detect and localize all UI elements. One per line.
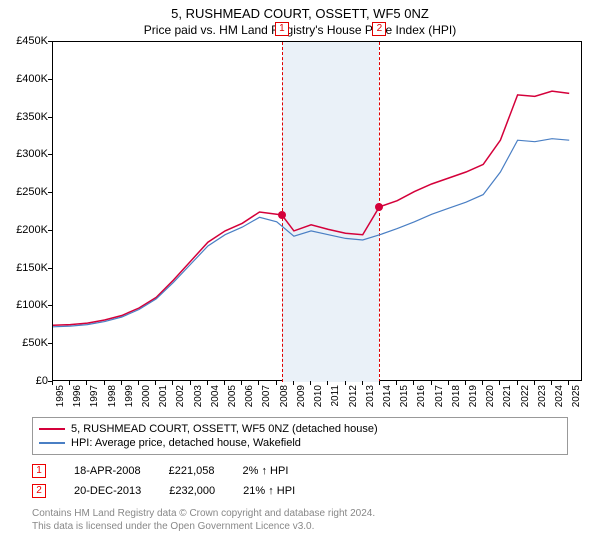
sale-marker-icon: 2 bbox=[32, 484, 46, 498]
sale-delta: 21% ↑ HPI bbox=[243, 485, 295, 497]
x-tick-label: 2001 bbox=[158, 385, 169, 407]
legend-swatch bbox=[39, 442, 65, 444]
event-marker-icon: 2 bbox=[372, 22, 386, 36]
sale-price: £232,000 bbox=[169, 485, 215, 497]
page-title: 5, RUSHMEAD COURT, OSSETT, WF5 0NZ bbox=[0, 0, 600, 21]
x-tick-label: 1996 bbox=[72, 385, 83, 407]
sale-dot-icon bbox=[278, 211, 286, 219]
y-tick-label: £400K bbox=[16, 73, 48, 85]
y-tick-label: £150K bbox=[16, 262, 48, 274]
x-tick-label: 2005 bbox=[227, 385, 238, 407]
y-tick-label: £450K bbox=[16, 35, 48, 47]
x-tick-label: 2020 bbox=[485, 385, 496, 407]
sale-date: 20-DEC-2013 bbox=[74, 485, 141, 497]
x-tick-label: 1998 bbox=[107, 385, 118, 407]
x-tick-label: 2016 bbox=[416, 385, 427, 407]
legend-label: HPI: Average price, detached house, Wake… bbox=[71, 437, 301, 449]
y-tick-label: £100K bbox=[16, 299, 48, 311]
x-tick-label: 2023 bbox=[537, 385, 548, 407]
x-tick-label: 2024 bbox=[554, 385, 565, 407]
sale-price: £221,058 bbox=[169, 465, 215, 477]
legend-label: 5, RUSHMEAD COURT, OSSETT, WF5 0NZ (deta… bbox=[71, 423, 378, 435]
event-marker-icon: 1 bbox=[275, 22, 289, 36]
x-tick-label: 1997 bbox=[89, 385, 100, 407]
y-tick-label: £300K bbox=[16, 148, 48, 160]
x-tick-label: 2025 bbox=[571, 385, 582, 407]
x-tick-label: 2021 bbox=[502, 385, 513, 407]
plot-region: 12 bbox=[52, 41, 582, 381]
y-tick-label: £0 bbox=[36, 375, 48, 387]
x-tick-label: 2012 bbox=[348, 385, 359, 407]
x-tick-label: 1999 bbox=[124, 385, 135, 407]
x-tick-label: 2004 bbox=[210, 385, 221, 407]
x-tick-label: 2019 bbox=[468, 385, 479, 407]
sale-marker-icon: 1 bbox=[32, 464, 46, 478]
x-tick-label: 2009 bbox=[296, 385, 307, 407]
x-tick-label: 2010 bbox=[313, 385, 324, 407]
legend-swatch bbox=[39, 428, 65, 430]
x-tick-label: 2011 bbox=[330, 385, 341, 407]
x-tick-label: 2006 bbox=[244, 385, 255, 407]
page-subtitle: Price paid vs. HM Land Registry's House … bbox=[0, 21, 600, 41]
x-tick-label: 2022 bbox=[520, 385, 531, 407]
x-tick-label: 2007 bbox=[261, 385, 272, 407]
sales-table: 1 18-APR-2008 £221,058 2% ↑ HPI 2 20-DEC… bbox=[32, 461, 568, 501]
series-line bbox=[53, 91, 569, 325]
chart-area: 12 £0 £50K £100K £150K £200K £250K £300K £350K £… bbox=[0, 41, 600, 411]
sale-row: 1 18-APR-2008 £221,058 2% ↑ HPI bbox=[32, 461, 568, 481]
x-tick-label: 2013 bbox=[365, 385, 376, 407]
line-series bbox=[53, 42, 583, 382]
x-tick-label: 2017 bbox=[434, 385, 445, 407]
x-tick-label: 2015 bbox=[399, 385, 410, 407]
x-tick-label: 2008 bbox=[279, 385, 290, 407]
x-tick-label: 2000 bbox=[141, 385, 152, 407]
y-tick-label: £200K bbox=[16, 224, 48, 236]
legend-item: 5, RUSHMEAD COURT, OSSETT, WF5 0NZ (deta… bbox=[39, 422, 561, 436]
y-tick-label: £50K bbox=[22, 337, 48, 349]
legend: 5, RUSHMEAD COURT, OSSETT, WF5 0NZ (deta… bbox=[32, 417, 568, 455]
x-tick-label: 2002 bbox=[175, 385, 186, 407]
footer-line: This data is licensed under the Open Gov… bbox=[32, 520, 568, 533]
x-tick-label: 2003 bbox=[193, 385, 204, 407]
footer-attribution: Contains HM Land Registry data © Crown c… bbox=[32, 507, 568, 533]
y-tick-label: £250K bbox=[16, 186, 48, 198]
legend-item: HPI: Average price, detached house, Wake… bbox=[39, 436, 561, 450]
sale-dot-icon bbox=[375, 203, 383, 211]
footer-line: Contains HM Land Registry data © Crown c… bbox=[32, 507, 568, 520]
sale-row: 2 20-DEC-2013 £232,000 21% ↑ HPI bbox=[32, 481, 568, 501]
series-line bbox=[53, 139, 569, 327]
x-tick-label: 2014 bbox=[382, 385, 393, 407]
sale-date: 18-APR-2008 bbox=[74, 465, 141, 477]
x-tick-label: 2018 bbox=[451, 385, 462, 407]
sale-delta: 2% ↑ HPI bbox=[243, 465, 289, 477]
y-tick-label: £350K bbox=[16, 111, 48, 123]
x-tick-label: 1995 bbox=[55, 385, 66, 407]
